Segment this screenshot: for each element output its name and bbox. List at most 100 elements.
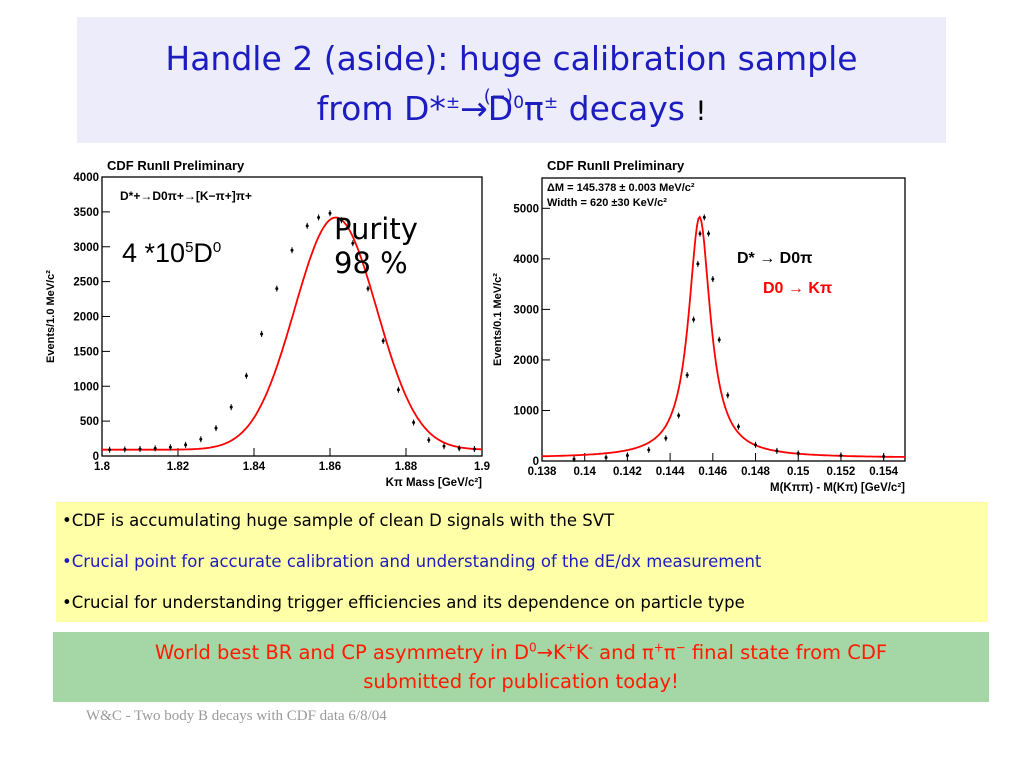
data-point xyxy=(457,446,461,450)
result-pi1: π xyxy=(642,641,654,664)
y-tick-label: 5000 xyxy=(513,203,539,215)
data-point xyxy=(647,448,651,452)
y-axis-label: Events/1.0 MeV/c² xyxy=(45,270,57,363)
x-tick-label: 0.146 xyxy=(698,466,727,478)
data-point xyxy=(138,447,142,451)
x-tick-label: 1.9 xyxy=(474,461,490,473)
data-point xyxy=(726,393,730,397)
data-point xyxy=(717,338,721,342)
fit-curve xyxy=(541,215,905,458)
data-point xyxy=(305,224,309,228)
y-tick-label: 0 xyxy=(533,456,539,468)
data-point xyxy=(214,426,218,430)
title-from: from D* xyxy=(316,89,446,128)
purity-value: 98 % xyxy=(334,246,408,280)
result-line1: World best BR and CP asymmetry in D0→K+K… xyxy=(53,638,989,667)
count-base: 4 *10 xyxy=(122,238,186,268)
data-point xyxy=(229,405,233,409)
y-tick-label: 3500 xyxy=(73,207,99,219)
count-d: D xyxy=(193,238,213,268)
data-point xyxy=(702,215,706,219)
x-tick-label: 1.8 xyxy=(94,461,111,473)
data-point xyxy=(882,454,886,458)
x-axis-label: Kπ Mass [GeV/c²] xyxy=(386,477,483,489)
decay-label-1: D* → D0π xyxy=(737,250,812,267)
title-overbar-mark: (−) xyxy=(483,86,513,107)
title-decays: decays xyxy=(558,89,685,128)
y-tick-label: 2500 xyxy=(73,277,99,289)
data-point xyxy=(412,421,416,425)
x-tick-label: 0.142 xyxy=(613,466,642,478)
x-tick-label: 1.84 xyxy=(243,461,266,473)
data-point xyxy=(677,414,681,418)
data-point xyxy=(754,443,758,447)
data-point xyxy=(711,277,715,281)
y-tick-label: 0 xyxy=(93,451,99,463)
x-tick-label: 0.152 xyxy=(827,466,856,478)
data-point xyxy=(839,453,843,457)
data-point xyxy=(736,425,740,429)
purity-label: Purity xyxy=(334,212,418,246)
data-point xyxy=(796,451,800,455)
decay-label-2: D0 → Kπ xyxy=(763,280,832,297)
data-point xyxy=(328,211,332,215)
data-point xyxy=(664,436,668,440)
title-zero: 0 xyxy=(513,93,525,113)
title-box: Handle 2 (aside): huge calibration sampl… xyxy=(77,17,946,143)
plot-frame xyxy=(541,177,906,462)
result-k1: K xyxy=(552,641,566,664)
title-d-overbar: (−) D xyxy=(484,86,513,129)
data-point xyxy=(625,453,629,457)
result-k2: K xyxy=(575,641,589,664)
legend-decay-text: D*+→D0π+→[K−π+]π+ xyxy=(120,189,252,203)
y-tick-label: 2000 xyxy=(513,355,539,367)
data-point xyxy=(707,232,711,236)
x-tick-label: 1.88 xyxy=(395,461,418,473)
x-tick-label: 0.14 xyxy=(574,466,597,478)
data-point xyxy=(396,388,400,392)
result-minus2: − xyxy=(675,640,686,655)
data-point xyxy=(290,248,294,252)
data-point xyxy=(381,339,385,343)
data-point xyxy=(275,287,279,291)
data-point xyxy=(775,449,779,453)
data-point xyxy=(472,447,476,451)
bullet-1: •CDF is accumulating huge sample of clea… xyxy=(62,511,615,530)
result-arrow: → xyxy=(536,641,553,664)
bullet-box: •CDF is accumulating huge sample of clea… xyxy=(56,502,988,622)
data-point xyxy=(108,448,112,452)
left-mass-plot-svg: CDF RunII Preliminary 0 500 1000 1500 2000 250… xyxy=(45,158,490,489)
data-point xyxy=(696,262,700,266)
result-plus: + xyxy=(565,640,576,655)
data-point xyxy=(366,287,370,291)
slide-title-line2: from D*±→ (−) D0π± decays ! xyxy=(77,86,946,132)
bullet-2: •Crucial point for accurate calibration … xyxy=(62,552,762,571)
data-point xyxy=(168,445,172,449)
x-tick-label: 0.138 xyxy=(528,466,557,478)
result-minus: - xyxy=(588,640,593,655)
data-point xyxy=(685,373,689,377)
stat-line-1: ΔM = 145.378 ± 0.003 MeV/c² xyxy=(547,182,695,194)
title-arrow: → xyxy=(460,89,488,128)
count-exp: 5 xyxy=(185,239,194,256)
title-pi: π xyxy=(524,89,544,128)
y-tick-label: 4000 xyxy=(73,172,99,184)
result-zero: 0 xyxy=(528,640,537,655)
y-tick-label: 1500 xyxy=(73,346,99,358)
y-axis-label: Events/0.1 MeV/c² xyxy=(492,273,504,366)
data-point xyxy=(339,218,343,222)
chart-title: CDF RunII Preliminary xyxy=(547,158,685,173)
y-tick-label: 1000 xyxy=(513,405,539,417)
data-point xyxy=(427,438,431,442)
right-mass-difference-plot: CDF RunII Preliminary 0 1000 2000 3000 4000 50… xyxy=(487,150,917,505)
data-point xyxy=(442,444,446,448)
title-pm1: ± xyxy=(445,93,461,113)
data-point xyxy=(692,318,696,321)
x-axis-label: M(Kππ) - M(Kπ) [GeV/c²] xyxy=(770,482,905,494)
x-tick-label: 0.15 xyxy=(787,466,810,478)
result-text-a: World best BR and CP asymmetry in D xyxy=(154,641,529,664)
title-exclamation: ! xyxy=(695,96,707,127)
x-tick-label: 1.86 xyxy=(319,461,341,473)
stat-line-2: Width = 620 ±30 KeV/c² xyxy=(547,197,667,209)
result-and: and xyxy=(592,641,643,664)
